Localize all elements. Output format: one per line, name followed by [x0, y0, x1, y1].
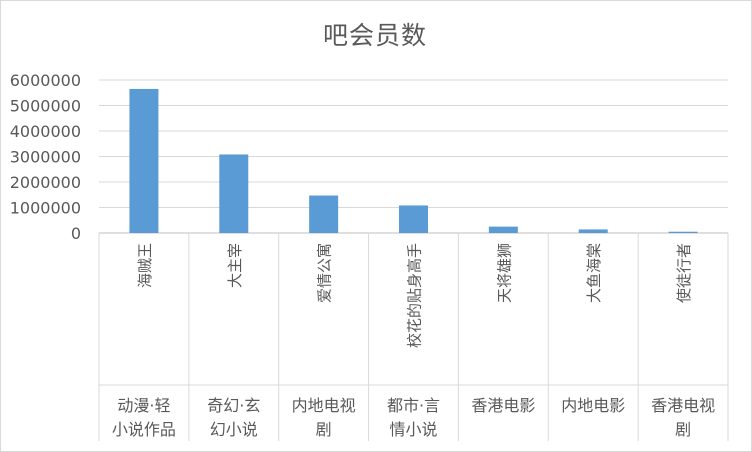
bar [488, 226, 518, 233]
y-tick-label: 2000000 [10, 173, 81, 192]
bar [578, 229, 608, 233]
group-label: 内地电影 [561, 396, 625, 415]
y-tick-label: 4000000 [10, 122, 81, 141]
bar [129, 88, 159, 233]
x-tick-label: 海贼王 [136, 243, 154, 288]
x-tick-label: 校花的贴身高手 [406, 243, 424, 348]
group-label: 内地电视剧 [292, 396, 356, 439]
y-tick-label: 0 [71, 224, 81, 243]
y-tick-label: 6000000 [10, 71, 81, 90]
bar [219, 154, 249, 233]
bar [309, 195, 339, 233]
bar [399, 205, 428, 233]
y-tick-label: 5000000 [10, 97, 81, 116]
group-label: 奇幻·玄幻小说 [207, 396, 260, 439]
x-tick-label: 大鱼海棠 [585, 243, 603, 303]
group-label: 香港电视剧 [651, 396, 715, 439]
group-label: 香港电影 [471, 396, 535, 415]
group-label: 都市·言情小说 [387, 396, 440, 439]
chart-title: 吧会员数 [322, 21, 427, 50]
x-tick-label: 大主宰 [226, 243, 244, 288]
group-label: 动漫·轻小说作品 [112, 396, 176, 439]
y-tick-label: 1000000 [10, 199, 81, 218]
x-tick-label: 爱情公寓 [316, 243, 334, 303]
x-tick-label: 天将雄狮 [495, 243, 513, 303]
x-tick-label: 使徒行者 [675, 243, 693, 303]
y-tick-label: 3000000 [10, 148, 81, 167]
bar [668, 231, 698, 233]
